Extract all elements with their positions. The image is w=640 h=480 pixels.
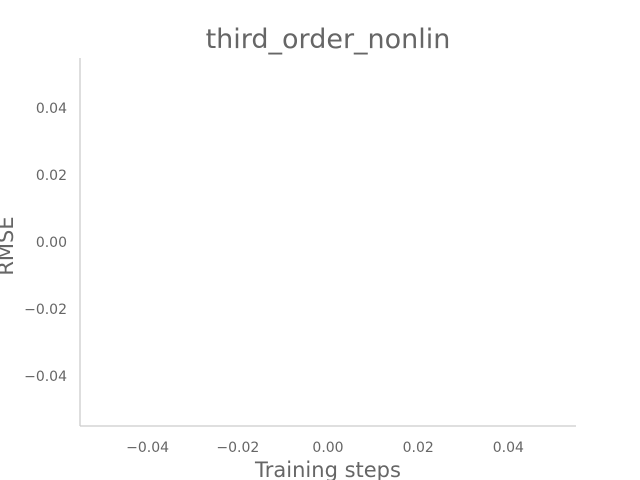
y-tick-label: 0.00 — [36, 235, 67, 251]
x-tick-label: 0.02 — [403, 440, 434, 456]
x-tick-label: 0.04 — [493, 440, 524, 456]
y-tick-labels: −0.04 −0.02 0.00 0.02 0.04 — [24, 101, 67, 385]
y-tick-label: −0.04 — [24, 369, 67, 385]
y-tick-label: −0.02 — [24, 302, 67, 318]
y-tick-label: 0.02 — [36, 168, 67, 184]
x-tick-label: −0.02 — [216, 440, 259, 456]
x-tick-label: 0.00 — [312, 440, 343, 456]
x-tick-labels: −0.04 −0.02 0.00 0.02 0.04 — [126, 440, 524, 456]
x-tick-label: −0.04 — [126, 440, 169, 456]
chart-title: third_order_nonlin — [206, 24, 451, 55]
x-axis-label: Training steps — [254, 458, 401, 480]
y-tick-label: 0.04 — [36, 101, 67, 117]
plot-area — [79, 58, 576, 427]
y-axis-label: RMSE — [0, 216, 18, 275]
